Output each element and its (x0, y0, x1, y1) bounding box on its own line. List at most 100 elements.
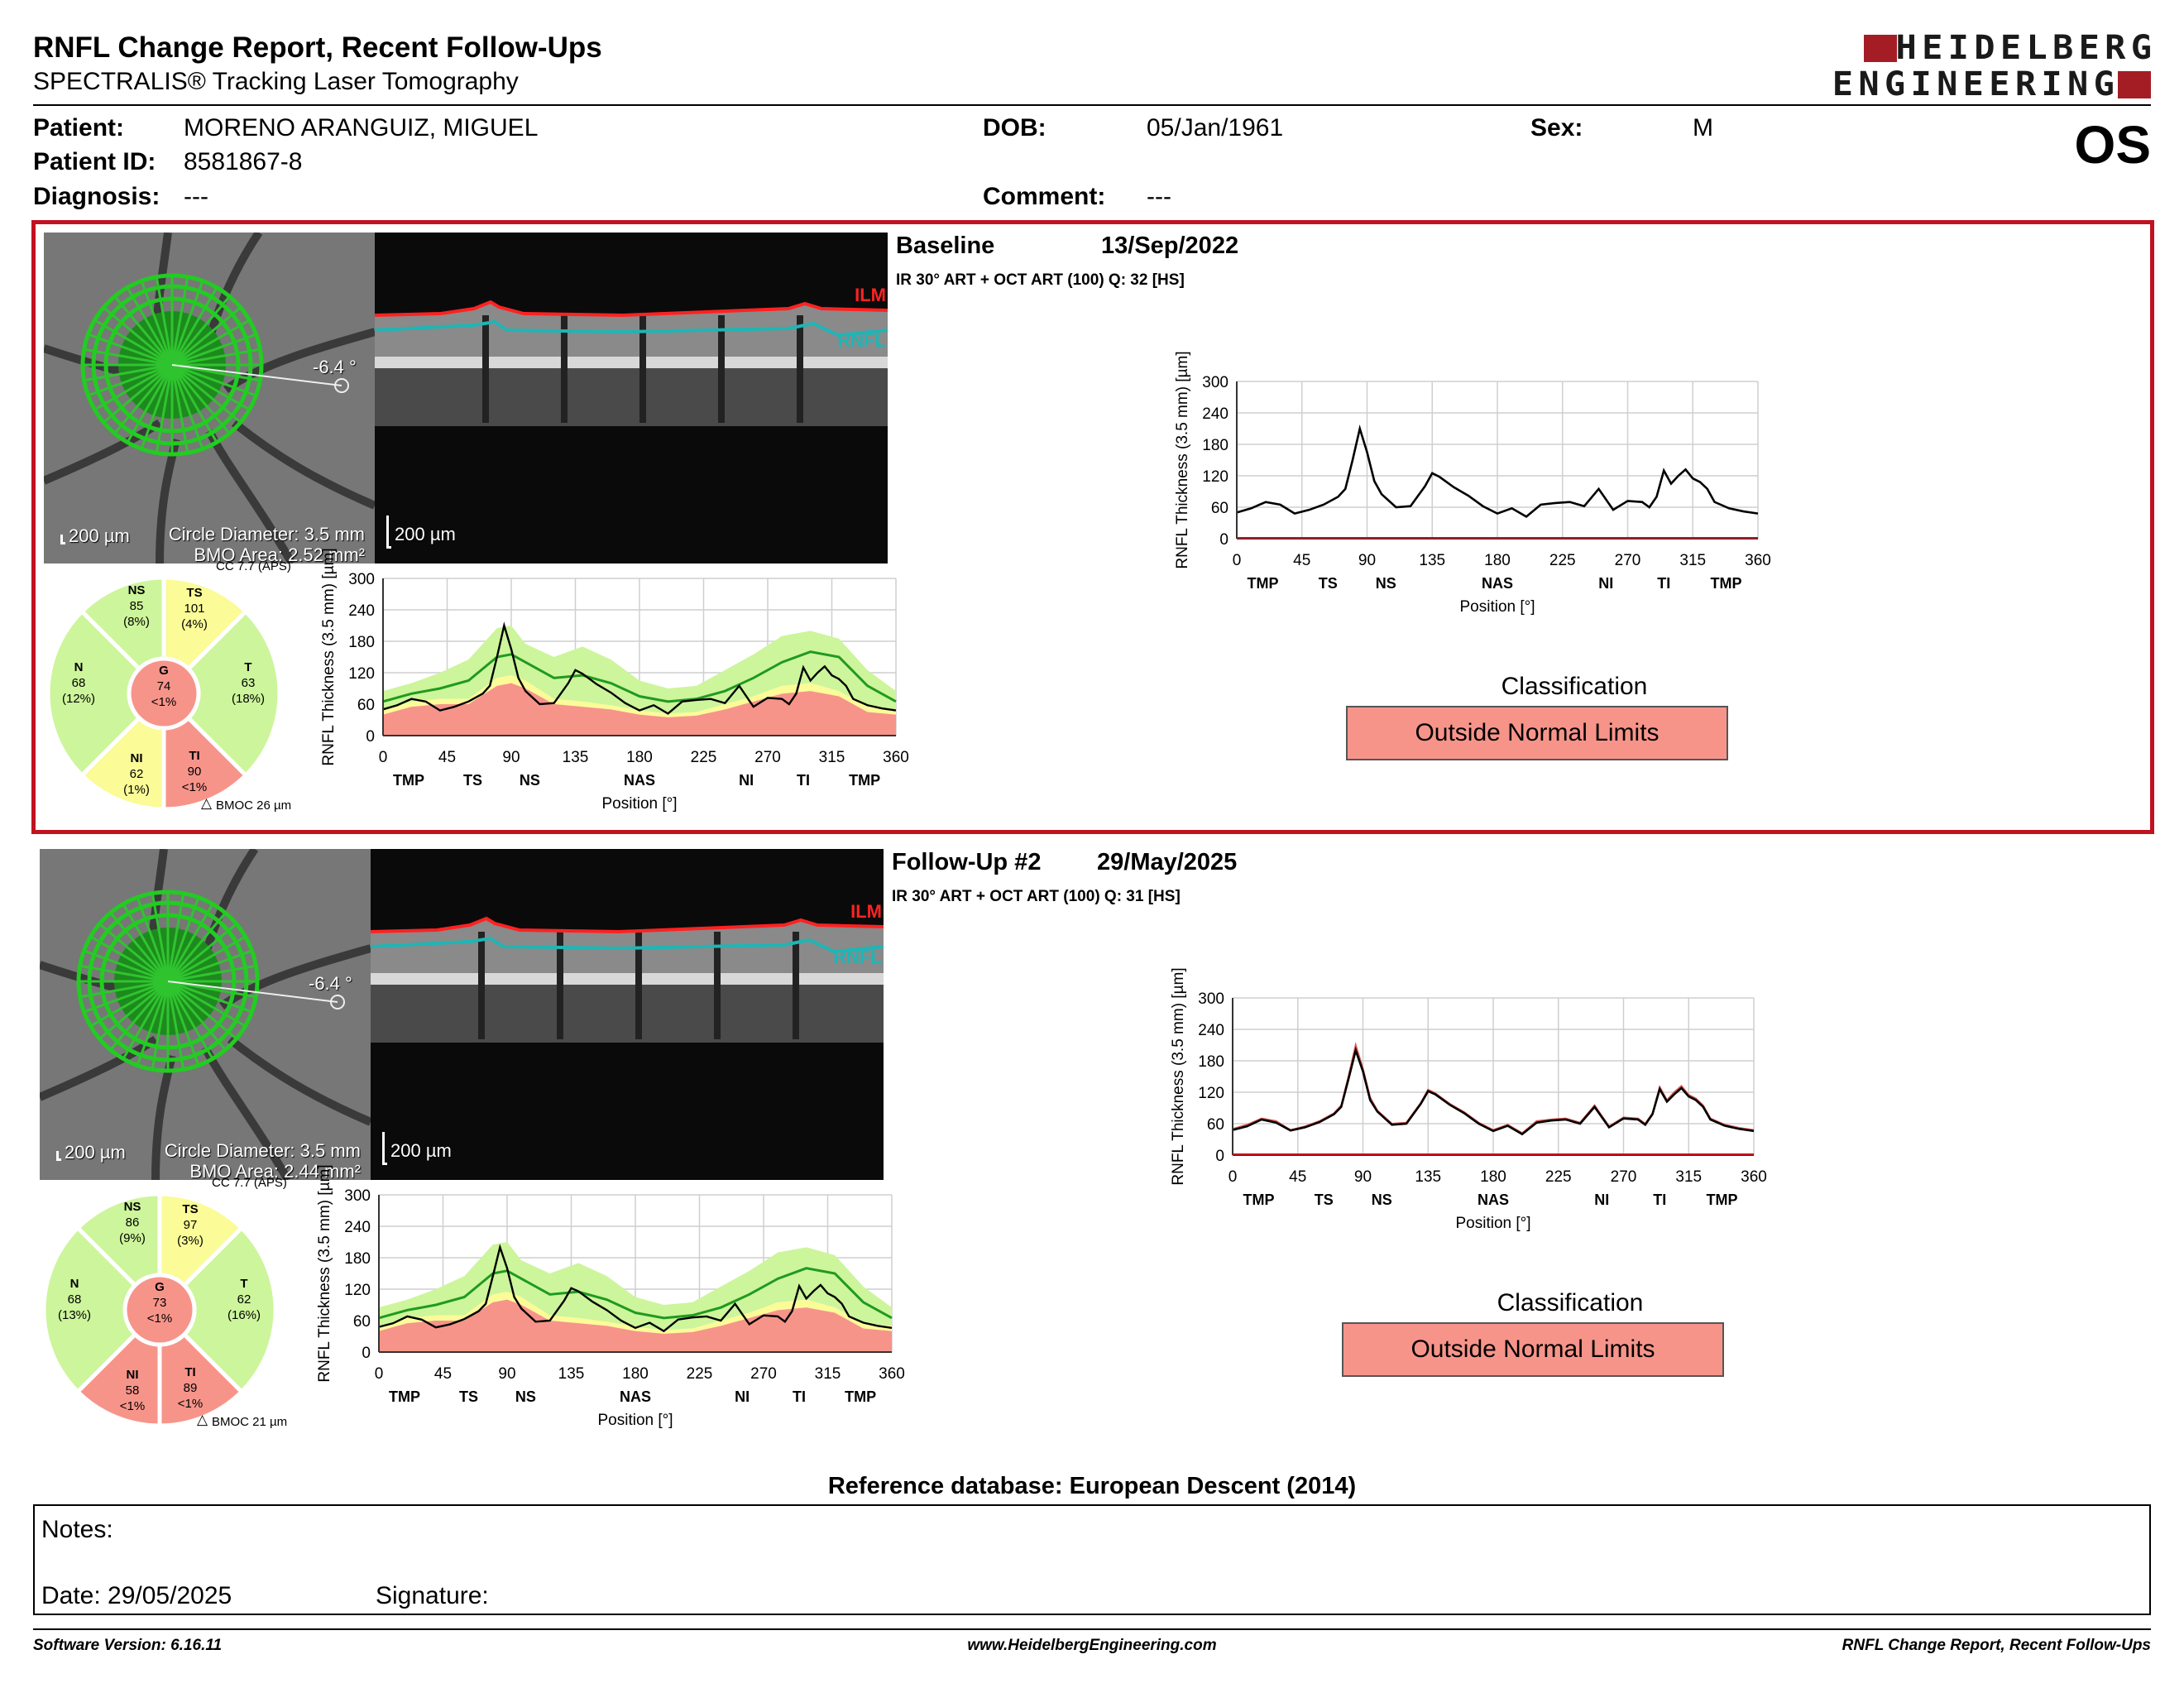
scan-spoke (171, 348, 261, 367)
scale-bar-icon (382, 1132, 387, 1165)
sector-t-pct: (16%) (228, 1308, 261, 1322)
patient-id: 8581867-8 (184, 148, 303, 175)
y-axis-label: RNFL Thickness (3.5 mm) [µm] (320, 548, 338, 765)
sector-axis-label: TMP (1711, 575, 1742, 592)
sector-axis-label: TS (1319, 575, 1338, 592)
x-tick-label: 225 (687, 1365, 713, 1383)
y-tick-label: 300 (1198, 990, 1224, 1008)
sector-ni-value: 62 (130, 767, 144, 781)
bmoc-triangle-icon: △ (201, 795, 213, 811)
choroid-band (371, 985, 884, 1043)
scan-spoke (84, 348, 173, 367)
sector-axis-label: TI (1657, 575, 1670, 592)
scan-circle (103, 296, 241, 434)
sector-axis-label: TMP (1707, 1192, 1738, 1208)
vessel-shadow (639, 315, 646, 423)
scan-spoke (166, 903, 214, 982)
sector-ts-value: 101 (184, 602, 204, 616)
scan-spoke (171, 363, 251, 411)
panel-title: Follow-Up #2 (892, 849, 1042, 875)
heidelberg-logo: HEIDELBERG ENGINEERING (1774, 31, 2152, 106)
scale-bar-icon (60, 535, 65, 544)
y-tick-label: 120 (344, 1282, 371, 1299)
sector-axis-label: NI (1598, 575, 1613, 592)
sector-axis-label: NI (735, 1388, 750, 1405)
cc-readout: CC 7.7 (APS) (216, 559, 291, 573)
logo-line1: HEIDELBERG (1895, 29, 2158, 67)
x-axis-label: Position [°] (601, 795, 677, 813)
scan-spoke (103, 363, 173, 424)
comment: --- (1147, 183, 1171, 210)
scan-spoke (109, 912, 170, 982)
scan-spoke (170, 364, 189, 453)
scale-bar-icon (56, 1151, 61, 1161)
x-tick-label: 90 (1354, 1168, 1372, 1186)
scan-spoke (155, 364, 174, 453)
scan-spoke (170, 295, 231, 366)
normal-band-within (379, 1242, 892, 1331)
circle-diameter: Circle Diameter: 3.5 mm (168, 524, 365, 544)
sector-g-pct: <1% (147, 1312, 172, 1326)
sector-ti-value: 90 (188, 765, 202, 779)
scan-spoke (166, 981, 200, 1066)
angle-marker-icon (334, 378, 349, 393)
scan-spoke (167, 949, 252, 983)
logo-square-icon (1864, 34, 1898, 62)
scan-spoke (103, 306, 173, 367)
sector-axis-label: NAS (1482, 575, 1513, 592)
sector-n-label: N (70, 1277, 79, 1291)
oct-bscan-image: ILM RNFL 200 µm (371, 849, 884, 1180)
bscan-svg (371, 916, 884, 1043)
y-tick-label: 0 (362, 1345, 371, 1362)
scan-spoke (136, 981, 170, 1066)
sector-ni-value: 58 (126, 1383, 140, 1398)
website-link[interactable]: www.HeidelbergEngineering.com (967, 1637, 1217, 1654)
sector-ts-pct: (3%) (177, 1234, 204, 1248)
sector-axis-label: TI (797, 772, 810, 789)
sector-axis-label: TMP (393, 772, 424, 789)
scan-circle (91, 284, 253, 446)
sector-ni-label: NI (127, 1368, 139, 1382)
vessel-shadow (482, 315, 489, 423)
panel-date: 29/May/2025 (1097, 849, 1238, 875)
x-tick-label: 225 (691, 749, 717, 766)
sector-axis-label: NAS (624, 772, 655, 789)
classification-result: Outside Normal Limits (1342, 1322, 1724, 1377)
y-tick-label: 300 (1202, 374, 1228, 391)
x-tick-label: 180 (622, 1365, 649, 1383)
scan-spoke (166, 893, 185, 982)
follow-up-series-line (378, 1244, 893, 1333)
x-tick-label: 180 (1484, 552, 1511, 569)
fundus-scale-label: 200 µm (65, 1142, 126, 1163)
ilm-label: ILM (855, 285, 886, 305)
scan-spoke (151, 893, 170, 982)
vessel (151, 1054, 176, 1180)
sector-g-pct: <1% (151, 695, 176, 709)
scan-spoke (171, 306, 242, 367)
x-axis-label: Position [°] (1455, 1215, 1530, 1232)
scan-spoke (126, 364, 174, 444)
scan-spoke (84, 980, 169, 1014)
ilm-boundary-line (375, 300, 888, 318)
angle-marker-icon (330, 995, 345, 1009)
follow-up-series-line (1232, 1046, 1755, 1136)
angle-readout: -6.4 ° (309, 973, 352, 994)
patient-id-label: Patient ID: (33, 148, 156, 175)
sector-axis-label: TS (459, 1388, 478, 1405)
sector-ni-pct: (1%) (123, 783, 150, 797)
rnfl-boundary-line (371, 936, 884, 954)
x-tick-label: 0 (1233, 552, 1242, 569)
vessel (227, 1036, 371, 1126)
sector-n-value: 68 (68, 1292, 82, 1307)
x-tick-label: 45 (1289, 1168, 1306, 1186)
scan-spoke (140, 281, 174, 366)
sector-t-label: T (244, 660, 251, 674)
y-tick-label: 0 (1215, 1148, 1224, 1165)
notes-box[interactable]: Notes: Date: 29/05/2025 Signature: (33, 1504, 2151, 1615)
x-tick-label: 0 (379, 749, 388, 766)
scan-spoke (171, 363, 256, 397)
scan-spoke (166, 912, 227, 982)
x-tick-label: 135 (558, 1365, 585, 1383)
